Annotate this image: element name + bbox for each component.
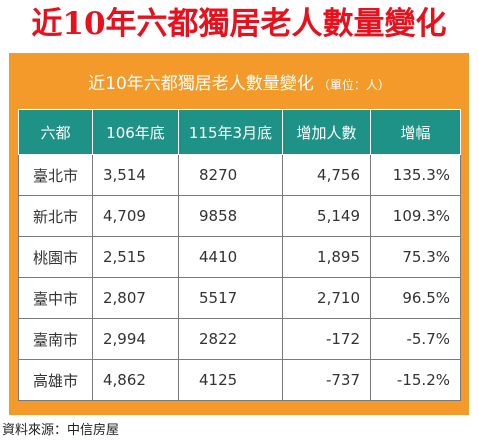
- cell-city: 臺北市: [18, 154, 93, 196]
- cell-115: 4125: [178, 359, 283, 401]
- cell-115: 5517: [178, 277, 283, 319]
- cell-increase: 5,149: [282, 195, 371, 237]
- table-row: 桃園市 2,515 4410 1,895 75.3%: [18, 236, 461, 278]
- cell-106: 2,994: [92, 318, 179, 360]
- table-row: 高雄市 4,862 4125 -737 -15.2%: [18, 359, 461, 401]
- cell-106: 2,515: [92, 236, 179, 278]
- header-106: 106年底: [92, 109, 179, 155]
- table-frame: 近10年六都獨居老人數量變化 （單位：人） 六都 106年底 115年3月底 增加…: [9, 53, 469, 415]
- banner-title: 近10年六都獨居老人數量變化: [88, 74, 314, 94]
- header-city: 六都: [18, 109, 93, 155]
- header-row: 六都 106年底 115年3月底 增加人數 增幅: [18, 109, 461, 155]
- table-row: 臺中市 2,807 5517 2,710 96.5%: [18, 277, 461, 319]
- cell-increase: 1,895: [282, 236, 371, 278]
- header-115: 115年3月底: [178, 109, 283, 155]
- cell-106: 4,709: [92, 195, 179, 237]
- cell-city: 高雄市: [18, 359, 93, 401]
- banner-unit: （單位：人）: [317, 78, 390, 92]
- cell-growth: 75.3%: [370, 236, 461, 278]
- cell-growth: 96.5%: [370, 277, 461, 319]
- cell-115: 4410: [178, 236, 283, 278]
- header-growth: 增幅: [370, 109, 461, 155]
- cell-115: 2822: [178, 318, 283, 360]
- cell-115: 9858: [178, 195, 283, 237]
- header-increase: 增加人數: [282, 109, 371, 155]
- table-row: 新北市 4,709 9858 5,149 109.3%: [18, 195, 461, 237]
- cell-growth: -5.7%: [370, 318, 461, 360]
- cell-106: 3,514: [92, 154, 179, 196]
- cell-growth: -15.2%: [370, 359, 461, 401]
- cell-increase: 2,710: [282, 277, 371, 319]
- cell-city: 新北市: [18, 195, 93, 237]
- cell-growth: 135.3%: [370, 154, 461, 196]
- table-row: 臺南市 2,994 2822 -172 -5.7%: [18, 318, 461, 360]
- cell-115: 8270: [178, 154, 283, 196]
- table-banner: 近10年六都獨居老人數量變化 （單位：人）: [18, 61, 460, 107]
- cell-106: 4,862: [92, 359, 179, 401]
- cell-increase: 4,756: [282, 154, 371, 196]
- cell-106: 2,807: [92, 277, 179, 319]
- table-row: 臺北市 3,514 8270 4,756 135.3%: [18, 154, 461, 196]
- cell-city: 桃園市: [18, 236, 93, 278]
- cell-growth: 109.3%: [370, 195, 461, 237]
- headline: 近10年六都獨居老人數量變化: [31, 6, 447, 42]
- cell-increase: -172: [282, 318, 371, 360]
- cell-city: 臺南市: [18, 318, 93, 360]
- cell-increase: -737: [282, 359, 371, 401]
- cell-city: 臺中市: [18, 277, 93, 319]
- source-note: 資料來源：中信房屋: [2, 423, 120, 438]
- data-table: 六都 106年底 115年3月底 增加人數 增幅 臺北市 3,514 8270 …: [18, 109, 461, 401]
